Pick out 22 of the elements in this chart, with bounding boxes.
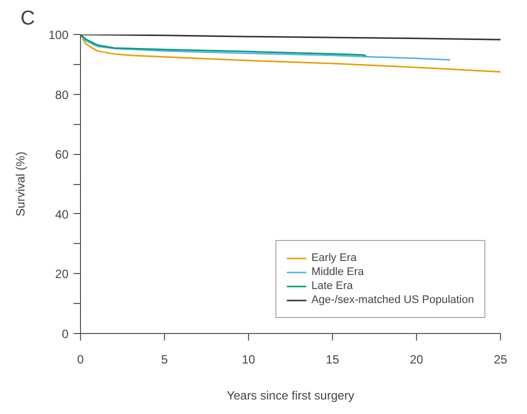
legend-label: Age-/sex-matched US Population bbox=[311, 293, 474, 307]
chart-title: C bbox=[20, 8, 35, 30]
x-tick-label: 0 bbox=[77, 352, 84, 366]
y-tick-label: 80 bbox=[55, 88, 69, 102]
y-tick-label: 20 bbox=[55, 267, 69, 282]
x-tick-label: 20 bbox=[410, 352, 424, 366]
line-series bbox=[80, 34, 367, 57]
legend-label: Late Era bbox=[311, 279, 353, 293]
y-axis-title: Survival (%) bbox=[13, 152, 28, 216]
y-tick-label: 60 bbox=[55, 148, 69, 162]
legend-label: Middle Era bbox=[311, 265, 364, 279]
legend-label: Early Era bbox=[311, 251, 357, 265]
x-axis-title: Years since first surgery bbox=[226, 388, 354, 402]
line-series bbox=[80, 34, 451, 61]
x-tick-label: 15 bbox=[326, 352, 340, 366]
y-tick-label: 40 bbox=[55, 207, 69, 222]
x-tick-label: 5 bbox=[161, 352, 168, 366]
y-tick-label: 0 bbox=[62, 327, 69, 341]
line-series bbox=[80, 34, 500, 73]
x-tick-label: 10 bbox=[242, 352, 256, 366]
x-tick-label: 25 bbox=[494, 352, 508, 366]
y-tick-label: 100 bbox=[48, 28, 69, 42]
